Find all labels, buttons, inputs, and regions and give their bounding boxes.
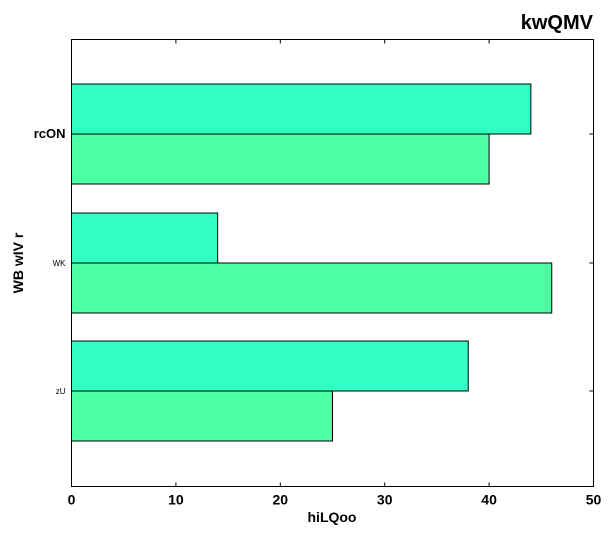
- bar-zU-series-1: [71, 340, 469, 392]
- x-tick-label: 30: [377, 492, 393, 508]
- chart-title: kwQMV: [521, 12, 594, 34]
- x-tick-label: 20: [273, 492, 289, 508]
- x-tick-label: 0: [68, 492, 76, 508]
- y-ticks-group: rcON WK zU: [34, 126, 594, 396]
- bar-rcON-series-2: [71, 133, 490, 185]
- x-axis-label: hiLQoo: [308, 509, 357, 525]
- bar-rcON-series-1: [71, 83, 532, 135]
- bar-WK-series-2: [71, 262, 553, 314]
- bars-group: [71, 83, 553, 442]
- bar-WK-series-1: [71, 212, 219, 264]
- y-tick-label: WK: [53, 259, 67, 268]
- y-tick-label: zU: [56, 387, 66, 396]
- y-tick-label: rcON: [34, 126, 66, 141]
- x-tick-label: 50: [586, 492, 602, 508]
- bar-zU-series-2: [71, 390, 333, 442]
- x-tick-label: 10: [168, 492, 184, 508]
- y-axis-label: WB wIV r: [10, 232, 26, 293]
- x-ticks-group: 0 10 20 30 40 50: [68, 39, 602, 508]
- x-tick-label: 40: [481, 492, 497, 508]
